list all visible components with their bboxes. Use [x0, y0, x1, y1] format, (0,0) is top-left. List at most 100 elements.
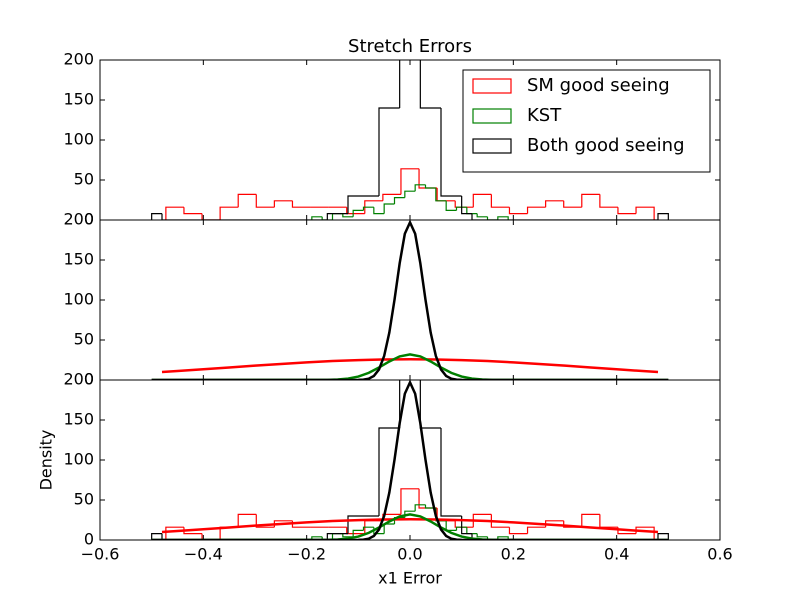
histogram-bin [273, 200, 293, 208]
histogram-bin [326, 213, 348, 220]
histogram-bin [563, 200, 582, 208]
histogram-bin [165, 206, 184, 220]
histogram-bin [545, 200, 564, 208]
histogram-bin [581, 193, 600, 208]
x-tick-label: −0.2 [287, 545, 326, 564]
x-tick-label: 0.4 [604, 545, 629, 564]
x-tick-label: −0.4 [184, 545, 223, 564]
y-tick-label: 0 [84, 530, 94, 549]
histogram-bin [383, 203, 395, 214]
y-tick-label: 50 [74, 170, 94, 189]
histogram-bin [657, 213, 669, 220]
histogram-bin [255, 514, 275, 528]
histogram-bin [326, 533, 348, 540]
histogram-bin [490, 514, 510, 528]
y-tick-label: 150 [63, 90, 94, 109]
y-tick-label: 150 [63, 250, 94, 269]
x-tick-label: −0.6 [81, 545, 120, 564]
histogram-bin [321, 536, 333, 540]
y-axis-label: Density [37, 430, 56, 491]
histogram-bin [378, 427, 400, 516]
histogram-bin [581, 513, 600, 528]
legend-label: KST [527, 105, 562, 126]
histogram-bin [455, 526, 467, 531]
histogram-bin [399, 60, 401, 108]
histogram-bin [657, 533, 669, 540]
legend-label: SM good seeing [527, 75, 670, 96]
histogram-bin [201, 533, 221, 540]
histogram-bin [237, 193, 257, 208]
histogram-bin [486, 536, 498, 540]
histogram-bin [362, 206, 374, 211]
histogram-bin [291, 200, 311, 208]
y-tick-label: 150 [63, 410, 94, 429]
histogram-bin [472, 193, 492, 208]
histogram-bin [635, 206, 655, 220]
histogram-bin [161, 213, 328, 220]
histogram-bin [347, 515, 379, 534]
histogram-bin [400, 168, 420, 195]
histogram-bin [399, 380, 401, 428]
histogram-bin [151, 533, 162, 540]
histogram-bin [497, 536, 509, 540]
y-tick-label: 100 [63, 450, 94, 469]
y-tick-label: 50 [74, 330, 94, 349]
curve [151, 353, 669, 380]
histogram-bin [183, 207, 203, 215]
histogram-bin [201, 213, 221, 220]
histogram-bin [151, 213, 162, 220]
legend-box [462, 69, 711, 173]
histogram-bin [508, 527, 528, 535]
y-tick-label: 50 [74, 490, 94, 509]
histogram-bin [440, 108, 462, 197]
histogram-bin [461, 516, 472, 535]
histogram-bin [400, 488, 420, 515]
curve [161, 517, 659, 534]
histogram-bin [440, 428, 462, 517]
histogram-bin [352, 529, 364, 537]
histogram-bin [161, 533, 328, 540]
histogram-bin [497, 216, 509, 220]
histogram-bin [471, 533, 658, 540]
histogram-bin [404, 190, 416, 198]
y-tick-label: 0 [84, 370, 94, 389]
histogram-bin [255, 194, 275, 208]
histogram-bin [393, 197, 405, 204]
histogram-bin [617, 207, 637, 215]
histogram-bin [435, 188, 447, 202]
histogram-bin [219, 206, 239, 220]
legend-label: Both good seeing [527, 135, 685, 156]
histogram-bin [378, 107, 400, 196]
legend-swatch [472, 108, 512, 124]
curve [151, 513, 669, 540]
legend-swatch [472, 138, 512, 154]
histogram-bin [364, 200, 383, 214]
histogram-bin [476, 213, 488, 218]
histogram-bin [419, 60, 441, 109]
histogram-bin [461, 196, 472, 215]
histogram-bin [342, 533, 354, 538]
y-tick-label: 0 [84, 210, 94, 229]
histogram-bin [445, 200, 457, 211]
histogram-bin [526, 206, 546, 214]
x-tick-label: 0.6 [707, 545, 732, 564]
histogram-bin [321, 216, 333, 220]
histogram-bin [508, 207, 528, 215]
histogram-bin [311, 216, 323, 220]
x-axis-label: x1 Error [378, 569, 442, 588]
histogram-bin [342, 213, 354, 218]
histogram-bin [424, 184, 436, 189]
curve [161, 357, 659, 374]
histogram-bin [347, 195, 379, 214]
histogram-bin [455, 206, 467, 211]
plot-area [151, 380, 669, 540]
y-tick-label: 200 [63, 50, 94, 69]
histogram-bin [237, 513, 257, 528]
plot-area [151, 60, 669, 220]
histogram-bin [526, 526, 546, 534]
x-tick-label: 0.2 [501, 545, 526, 564]
histogram-bin [362, 526, 374, 531]
histogram-bin [424, 504, 436, 509]
histogram-bin [472, 513, 492, 528]
